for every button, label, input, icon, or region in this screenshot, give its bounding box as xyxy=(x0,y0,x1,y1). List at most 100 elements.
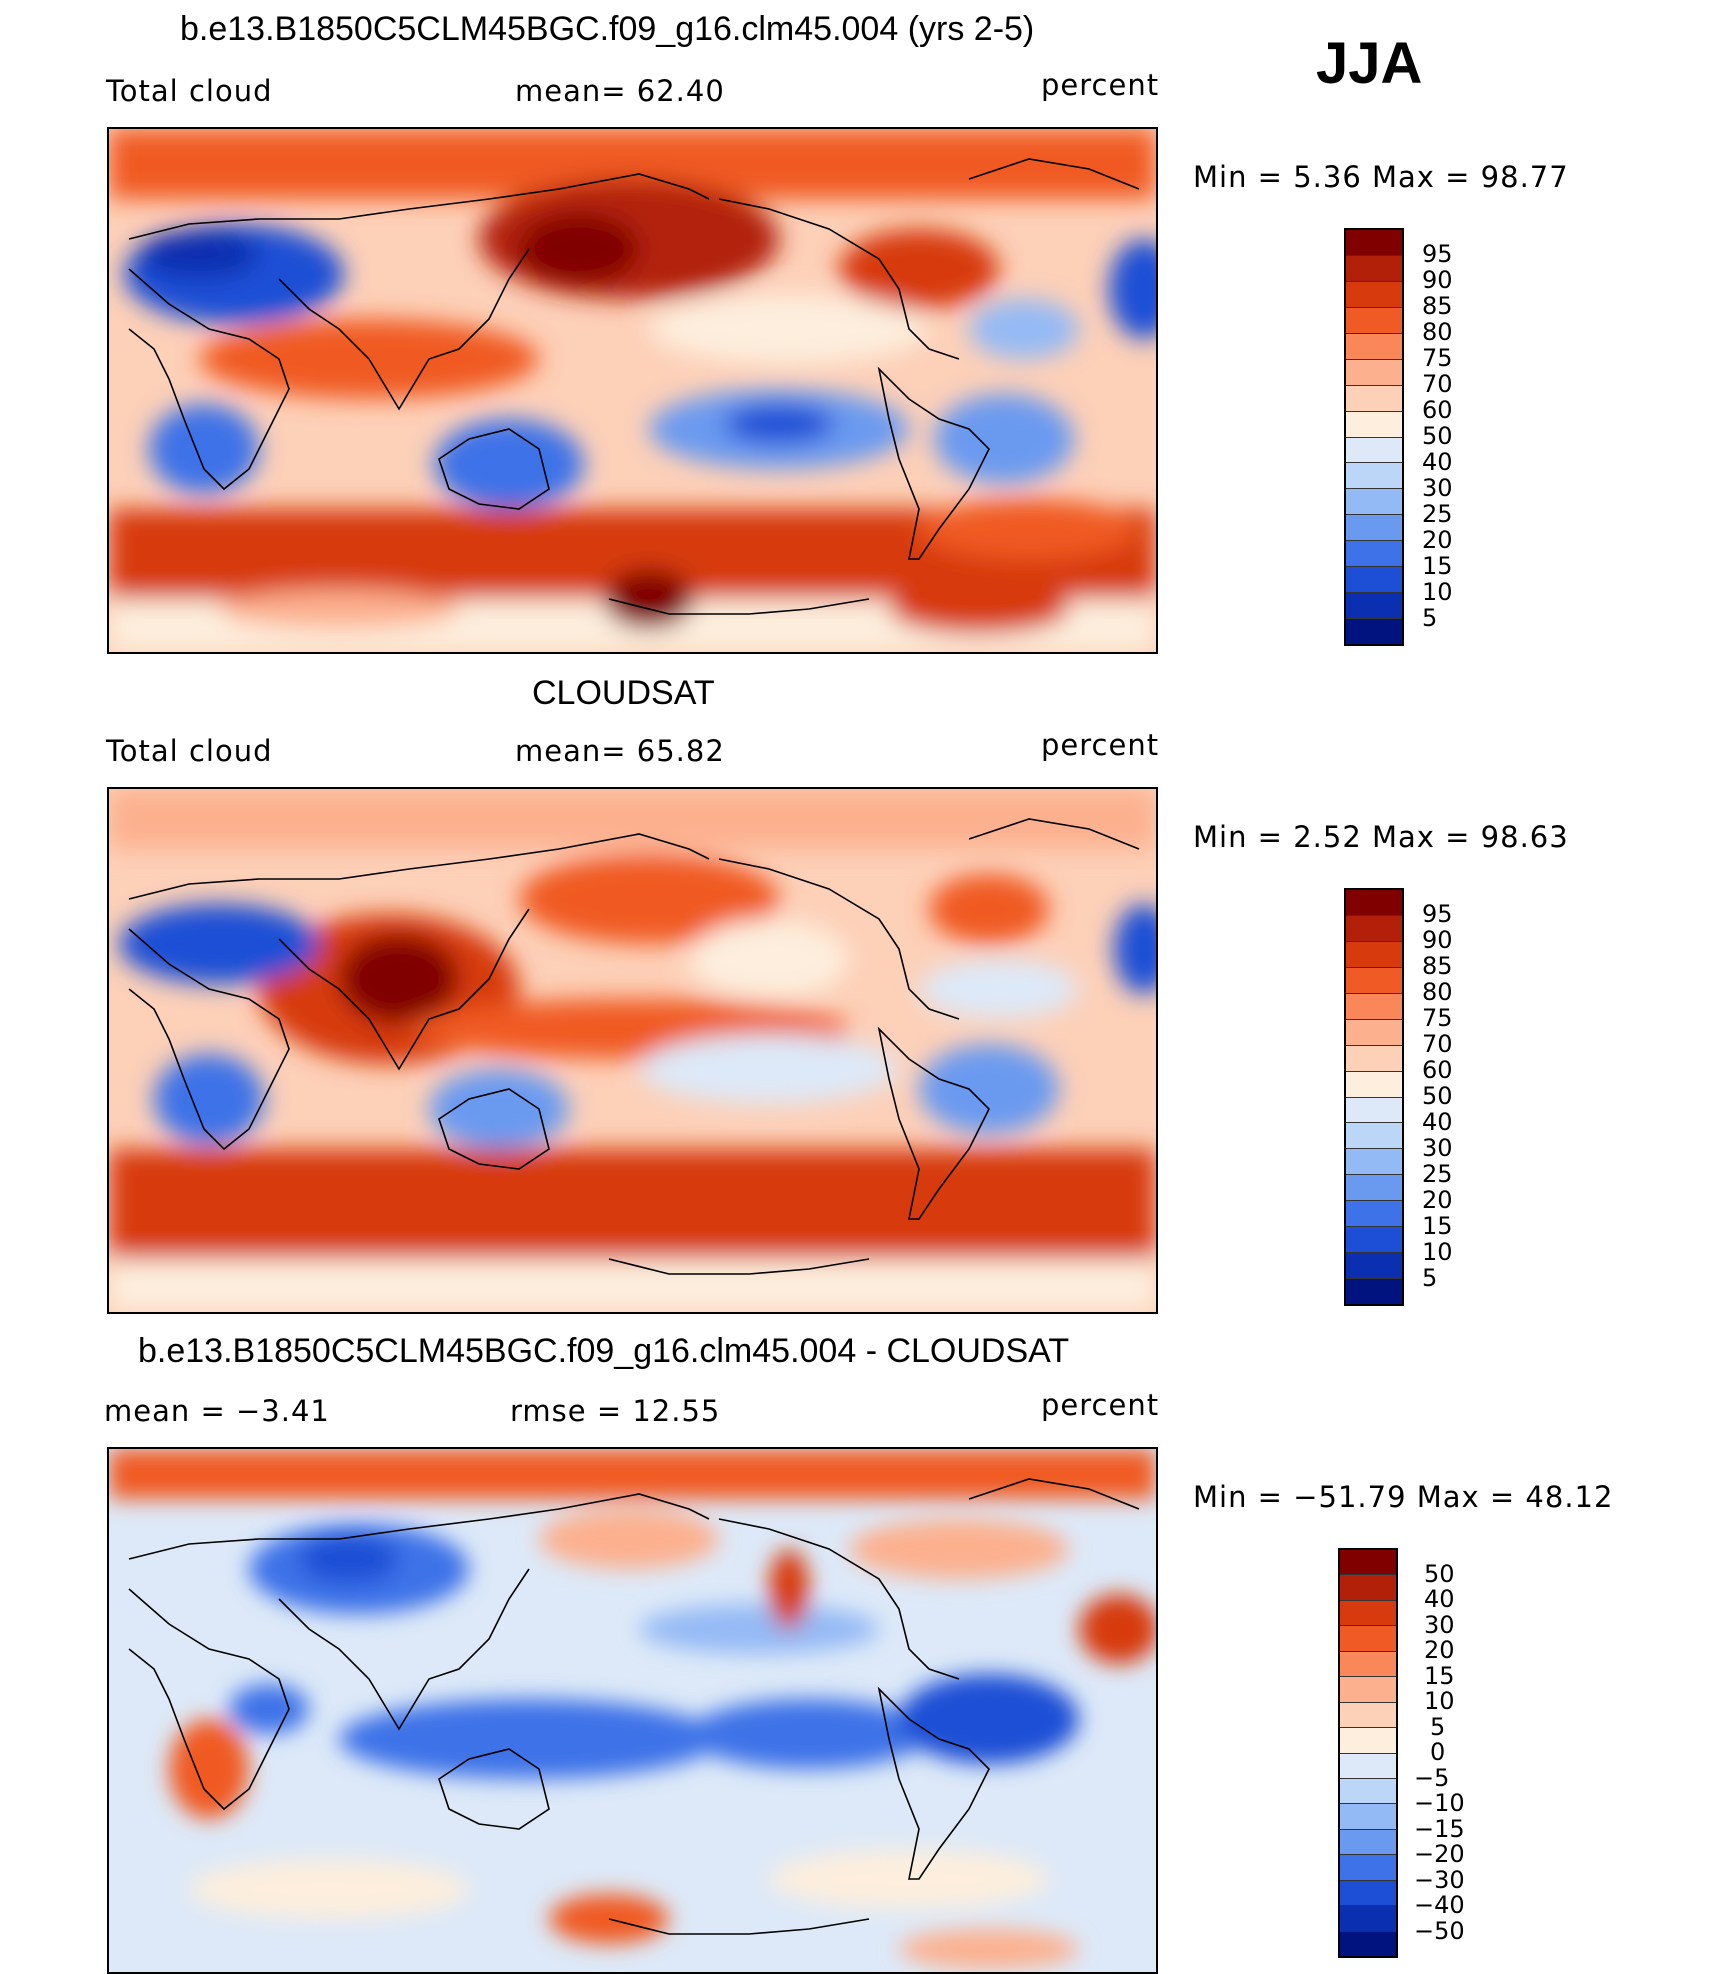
panel3-mean-label: mean = −3.41 xyxy=(104,1394,330,1428)
colorbar-tick: 80 xyxy=(1422,978,1453,1006)
colorbar-swatch xyxy=(1346,592,1402,619)
colorbar-tick: 0 xyxy=(1430,1738,1446,1766)
colorbar-tick: 20 xyxy=(1424,1636,1455,1664)
colorbar-tick: 90 xyxy=(1422,266,1453,294)
colorbar-swatch xyxy=(1340,1727,1396,1753)
panel3-colorbar-ticks: 50 40 30 20 15 10 5 0 −5 −10 −15 −20 −30… xyxy=(1414,1548,1504,1954)
colorbar-swatch xyxy=(1340,1828,1396,1855)
colorbar-swatch xyxy=(1346,306,1402,333)
colorbar-tick: 20 xyxy=(1422,526,1453,554)
panel2-variable-label: Total cloud xyxy=(106,734,273,768)
panel1-map xyxy=(107,127,1158,654)
colorbar-tick: 40 xyxy=(1422,1108,1453,1136)
panel1-variable-label: Total cloud xyxy=(106,74,273,108)
colorbar-tick: 15 xyxy=(1422,552,1453,580)
colorbar-swatch xyxy=(1346,1252,1402,1279)
colorbar-tick: 85 xyxy=(1422,952,1453,980)
colorbar-swatch xyxy=(1340,1930,1396,1956)
colorbar-swatch xyxy=(1346,890,1402,915)
colorbar-tick: −20 xyxy=(1414,1840,1465,1868)
colorbar-tick: 95 xyxy=(1422,900,1453,928)
colorbar-swatch xyxy=(1346,358,1402,385)
panel1-colorbar-ticks: 95 90 85 80 75 70 60 50 40 30 25 20 15 1… xyxy=(1422,228,1502,642)
colorbar-tick: −40 xyxy=(1414,1891,1465,1919)
colorbar-swatch xyxy=(1346,1200,1402,1227)
colorbar-swatch xyxy=(1340,1752,1396,1778)
colorbar-swatch xyxy=(1346,940,1402,967)
colorbar-swatch xyxy=(1346,1096,1402,1123)
colorbar-swatch xyxy=(1346,1018,1402,1045)
colorbar-swatch xyxy=(1340,1650,1396,1677)
panel3-map xyxy=(107,1447,1158,1974)
colorbar-tick: 40 xyxy=(1424,1585,1455,1613)
colorbar-tick: 95 xyxy=(1422,240,1453,268)
colorbar-tick: 60 xyxy=(1422,396,1453,424)
colorbar-swatch xyxy=(1346,332,1402,359)
colorbar-tick: 75 xyxy=(1422,1004,1453,1032)
colorbar-swatch xyxy=(1340,1599,1396,1626)
colorbar-swatch xyxy=(1346,280,1402,307)
panel3-rmse-label: rmse = 12.55 xyxy=(510,1394,721,1428)
colorbar-swatch xyxy=(1346,462,1402,489)
season-label: JJA xyxy=(1316,31,1423,96)
colorbar-swatch xyxy=(1340,1574,1396,1600)
panel3-title: b.e13.B1850C5CLM45BGC.f09_g16.clm45.004 … xyxy=(138,1332,1070,1370)
colorbar-swatch xyxy=(1346,618,1402,644)
colorbar-swatch xyxy=(1346,914,1402,941)
colorbar-tick: 75 xyxy=(1422,344,1453,372)
colorbar-swatch xyxy=(1340,1905,1396,1931)
colorbar-swatch xyxy=(1346,1174,1402,1201)
colorbar-swatch xyxy=(1340,1625,1396,1651)
colorbar-swatch xyxy=(1346,540,1402,567)
panel2-map xyxy=(107,787,1158,1314)
colorbar-swatch xyxy=(1346,1148,1402,1175)
colorbar-swatch xyxy=(1340,1803,1396,1829)
colorbar-tick: −15 xyxy=(1414,1815,1465,1843)
colorbar-tick: −50 xyxy=(1414,1917,1465,1945)
colorbar-tick: 50 xyxy=(1422,422,1453,450)
colorbar-tick: 10 xyxy=(1422,1238,1453,1266)
panel3-units-label: percent xyxy=(1041,1388,1160,1422)
colorbar-tick: 30 xyxy=(1422,474,1453,502)
colorbar-tick: 70 xyxy=(1422,1030,1453,1058)
panel3-colorbar xyxy=(1338,1548,1398,1958)
colorbar-swatch xyxy=(1346,384,1402,411)
panel2-units-label: percent xyxy=(1041,728,1160,762)
colorbar-swatch xyxy=(1346,436,1402,463)
colorbar-tick: 15 xyxy=(1422,1212,1453,1240)
colorbar-tick: 5 xyxy=(1422,1264,1438,1292)
panel1-units-label: percent xyxy=(1041,68,1160,102)
colorbar-tick: 10 xyxy=(1422,578,1453,606)
panel2-title: CLOUDSAT xyxy=(532,674,715,712)
colorbar-swatch xyxy=(1340,1777,1396,1804)
colorbar-swatch xyxy=(1346,230,1402,255)
colorbar-tick: 50 xyxy=(1424,1560,1455,1588)
colorbar-swatch xyxy=(1346,966,1402,993)
colorbar-swatch xyxy=(1340,1550,1396,1575)
colorbar-tick: 90 xyxy=(1422,926,1453,954)
colorbar-swatch xyxy=(1346,254,1402,281)
colorbar-tick: −30 xyxy=(1414,1866,1465,1894)
colorbar-swatch xyxy=(1340,1854,1396,1880)
colorbar-tick: 25 xyxy=(1422,1160,1453,1188)
panel2-minmax: Min = 2.52 Max = 98.63 xyxy=(1193,820,1569,854)
colorbar-tick: −10 xyxy=(1414,1789,1465,1817)
colorbar-swatch xyxy=(1340,1701,1396,1728)
colorbar-tick: 70 xyxy=(1422,370,1453,398)
colorbar-swatch xyxy=(1340,1879,1396,1906)
panel3-minmax: Min = −51.79 Max = 48.12 xyxy=(1193,1480,1614,1514)
colorbar-tick: 60 xyxy=(1422,1056,1453,1084)
colorbar-tick: 20 xyxy=(1422,1186,1453,1214)
colorbar-tick: 85 xyxy=(1422,292,1453,320)
colorbar-tick: 25 xyxy=(1422,500,1453,528)
panel1-colorbar xyxy=(1344,228,1404,646)
colorbar-tick: 5 xyxy=(1430,1713,1446,1741)
colorbar-swatch xyxy=(1346,1070,1402,1097)
colorbar-swatch xyxy=(1346,566,1402,593)
colorbar-swatch xyxy=(1346,410,1402,437)
colorbar-swatch xyxy=(1346,514,1402,541)
panel1-mean-label: mean= 62.40 xyxy=(515,74,725,108)
colorbar-tick: 5 xyxy=(1422,604,1438,632)
colorbar-tick: 40 xyxy=(1422,448,1453,476)
colorbar-swatch xyxy=(1346,488,1402,515)
